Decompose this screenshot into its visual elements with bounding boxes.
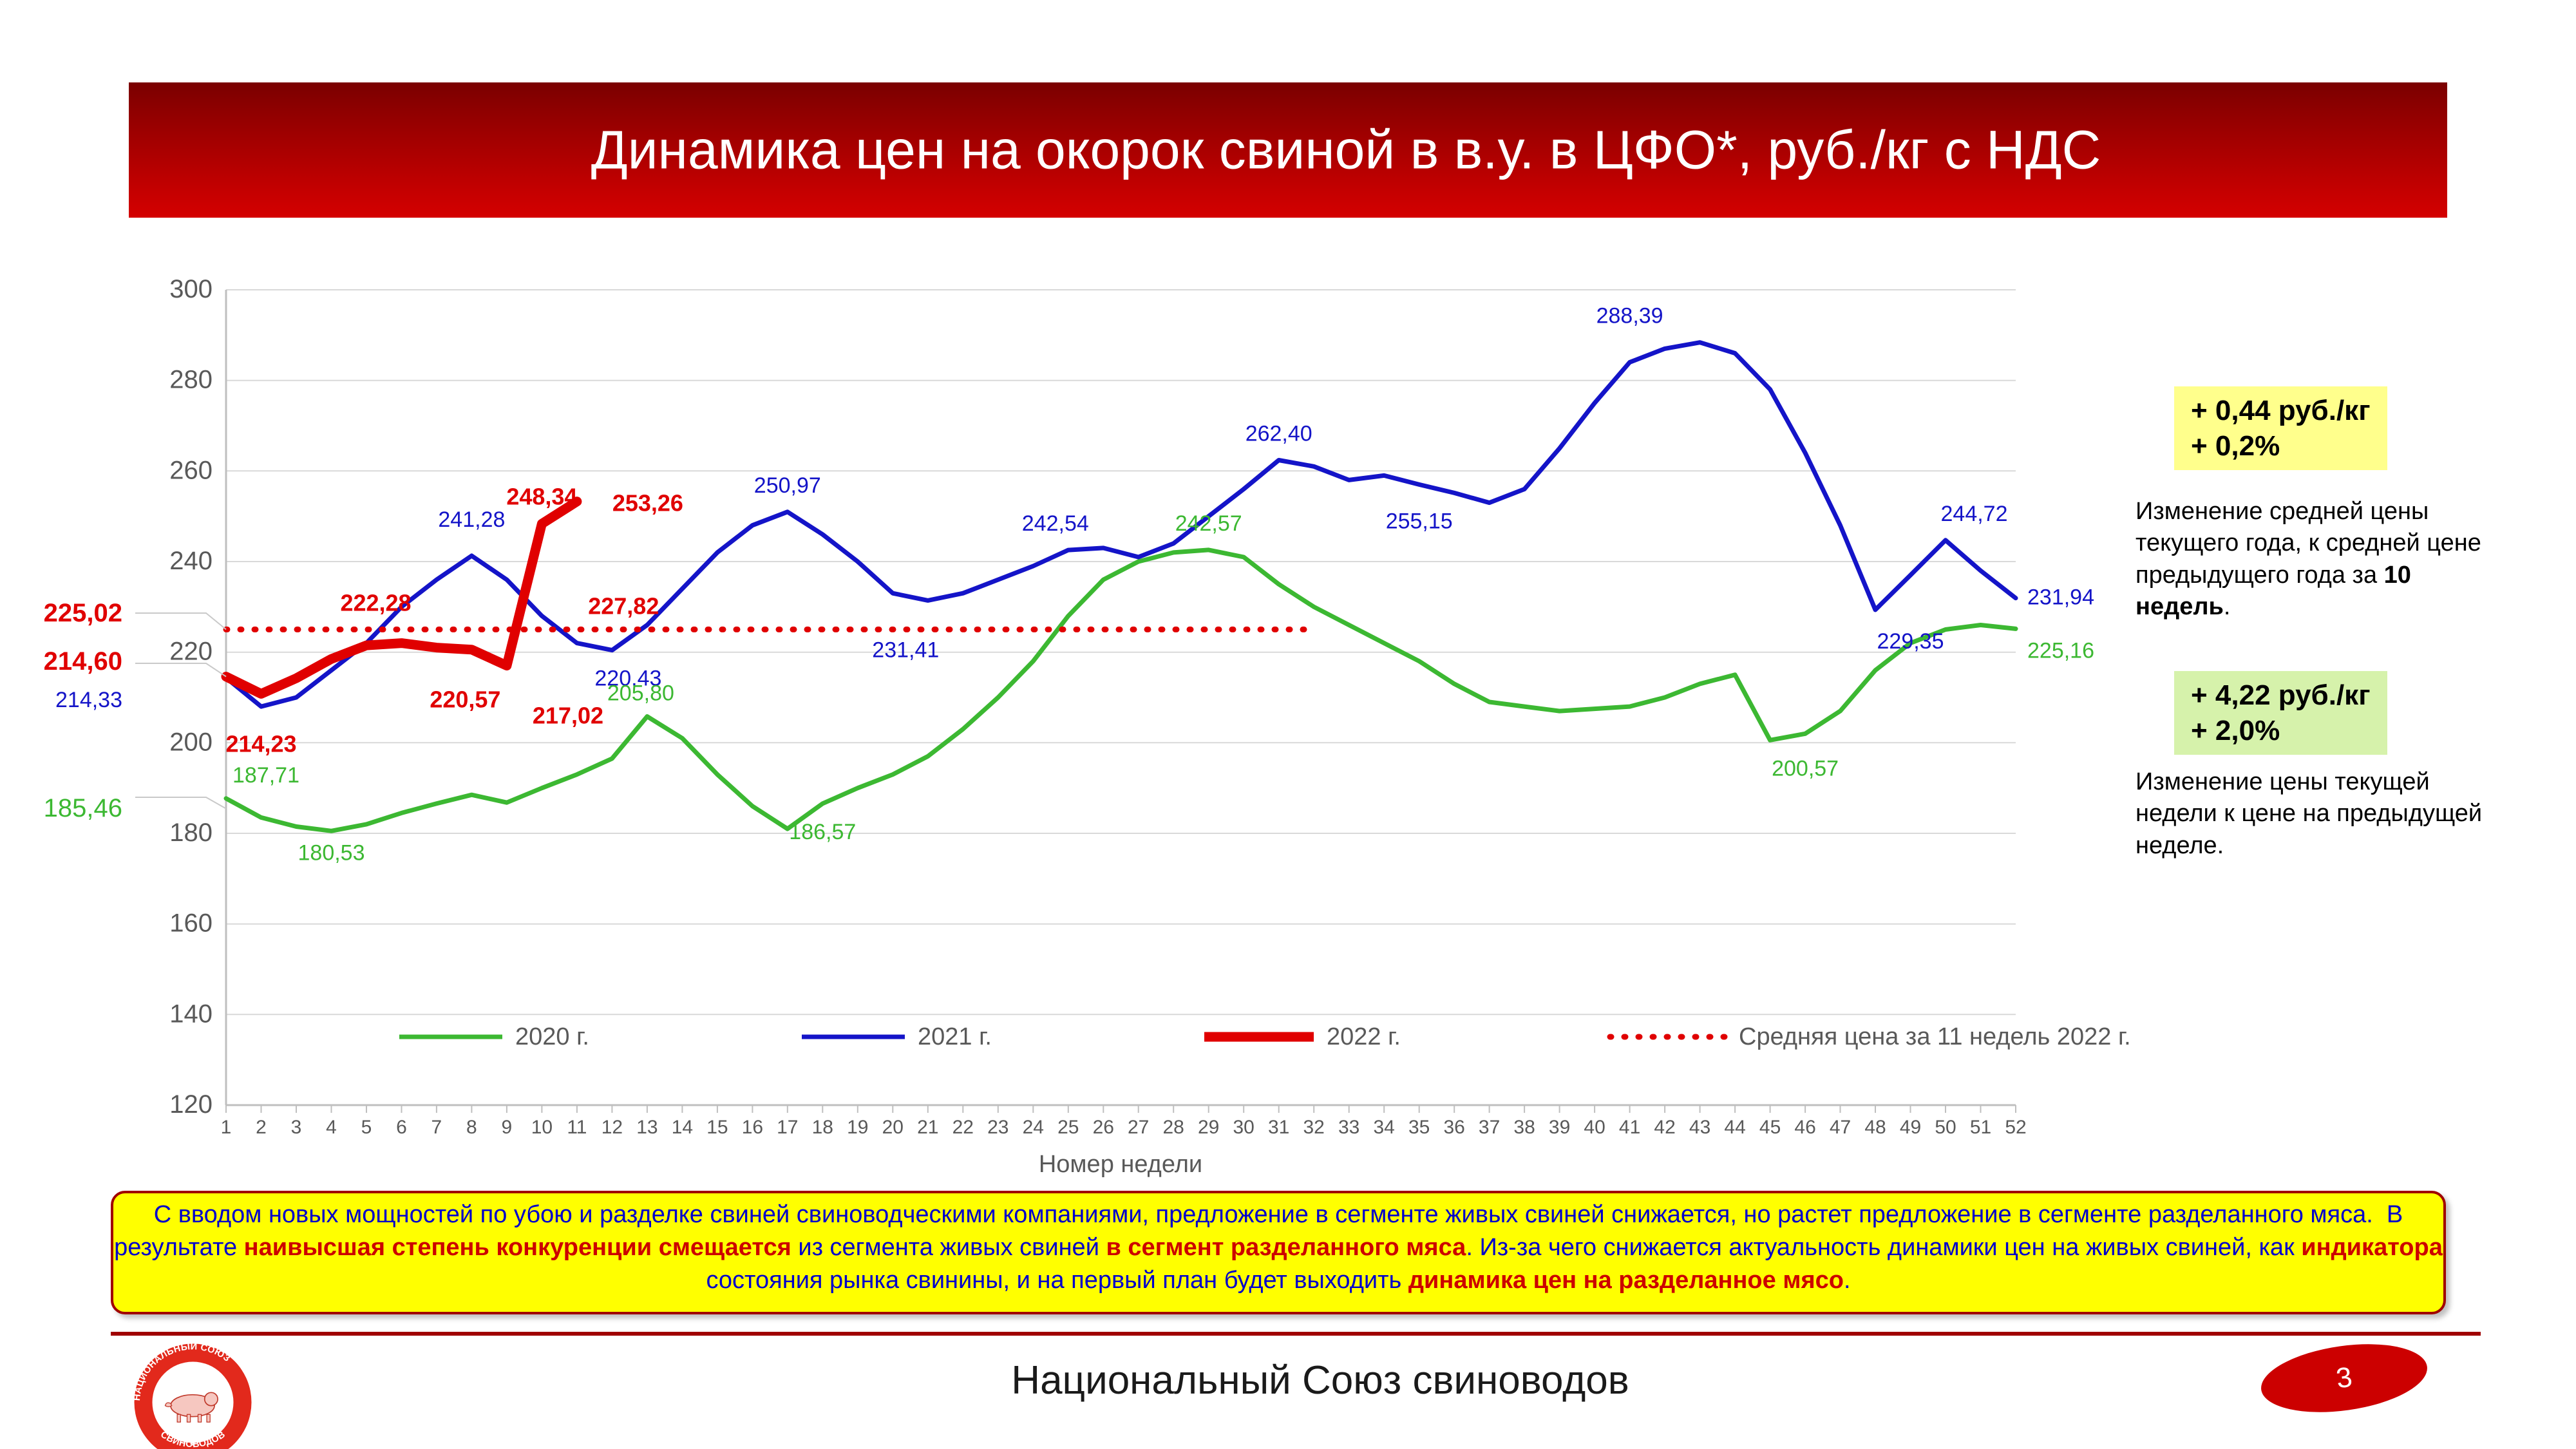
svg-text:262,40: 262,40 bbox=[1245, 422, 1312, 446]
svg-text:13: 13 bbox=[636, 1117, 658, 1138]
svg-text:❄: ❄ bbox=[189, 1437, 197, 1448]
svg-text:242,54: 242,54 bbox=[1022, 511, 1089, 536]
svg-text:260: 260 bbox=[169, 456, 213, 484]
svg-text:244,72: 244,72 bbox=[1941, 502, 2008, 526]
svg-text:31: 31 bbox=[1268, 1117, 1289, 1138]
svg-text:17: 17 bbox=[777, 1117, 798, 1138]
svg-text:34: 34 bbox=[1374, 1117, 1395, 1138]
svg-text:44: 44 bbox=[1724, 1117, 1745, 1138]
svg-text:46: 46 bbox=[1794, 1117, 1815, 1138]
svg-text:21: 21 bbox=[917, 1117, 938, 1138]
svg-text:47: 47 bbox=[1830, 1117, 1851, 1138]
svg-text:231,94: 231,94 bbox=[2027, 585, 2094, 610]
svg-text:48: 48 bbox=[1864, 1117, 1886, 1138]
svg-text:160: 160 bbox=[169, 909, 213, 938]
svg-text:300: 300 bbox=[169, 275, 213, 303]
svg-text:180: 180 bbox=[169, 819, 213, 847]
svg-text:20: 20 bbox=[882, 1117, 904, 1138]
svg-text:222,28: 222,28 bbox=[340, 590, 411, 616]
svg-text:2022 г.: 2022 г. bbox=[1327, 1023, 1401, 1050]
svg-text:280: 280 bbox=[169, 366, 213, 394]
svg-text:45: 45 bbox=[1759, 1117, 1781, 1138]
svg-text:40: 40 bbox=[1584, 1117, 1605, 1138]
svg-text:217,02: 217,02 bbox=[533, 703, 603, 729]
svg-text:120: 120 bbox=[169, 1090, 213, 1119]
svg-text:186,57: 186,57 bbox=[789, 820, 856, 844]
svg-text:33: 33 bbox=[1338, 1117, 1359, 1138]
svg-text:8: 8 bbox=[466, 1117, 477, 1138]
svg-text:242,57: 242,57 bbox=[1175, 511, 1242, 536]
svg-text:140: 140 bbox=[169, 999, 213, 1028]
svg-text:185,46: 185,46 bbox=[44, 794, 122, 822]
svg-text:1: 1 bbox=[221, 1117, 232, 1138]
svg-text:Номер недели: Номер недели bbox=[1039, 1151, 1202, 1178]
svg-text:35: 35 bbox=[1408, 1117, 1430, 1138]
svg-text:22: 22 bbox=[952, 1117, 974, 1138]
svg-text:227,82: 227,82 bbox=[588, 592, 659, 619]
svg-text:180,53: 180,53 bbox=[298, 840, 365, 865]
svg-text:11: 11 bbox=[567, 1117, 587, 1138]
svg-text:18: 18 bbox=[812, 1117, 833, 1138]
svg-text:187,71: 187,71 bbox=[232, 763, 299, 788]
svg-text:225,02: 225,02 bbox=[44, 599, 122, 627]
svg-text:3: 3 bbox=[291, 1117, 302, 1138]
svg-text:2: 2 bbox=[256, 1117, 267, 1138]
svg-text:253,26: 253,26 bbox=[612, 490, 683, 516]
svg-text:250,97: 250,97 bbox=[754, 473, 821, 498]
svg-text:52: 52 bbox=[2005, 1117, 2026, 1138]
svg-text:200: 200 bbox=[169, 728, 213, 756]
svg-text:42: 42 bbox=[1654, 1117, 1675, 1138]
svg-text:225,16: 225,16 bbox=[2027, 638, 2094, 663]
svg-text:4: 4 bbox=[326, 1117, 337, 1138]
svg-text:214,23: 214,23 bbox=[225, 730, 296, 757]
svg-text:49: 49 bbox=[1900, 1117, 1921, 1138]
svg-text:2020 г.: 2020 г. bbox=[515, 1023, 589, 1050]
svg-text:30: 30 bbox=[1233, 1117, 1255, 1138]
svg-text:240: 240 bbox=[169, 547, 213, 575]
svg-text:19: 19 bbox=[847, 1117, 868, 1138]
svg-text:15: 15 bbox=[706, 1117, 728, 1138]
svg-text:248,34: 248,34 bbox=[506, 483, 577, 509]
svg-text:231,41: 231,41 bbox=[872, 638, 939, 662]
svg-text:200,57: 200,57 bbox=[1772, 756, 1839, 781]
svg-text:12: 12 bbox=[601, 1117, 623, 1138]
svg-text:32: 32 bbox=[1303, 1117, 1325, 1138]
svg-text:41: 41 bbox=[1619, 1117, 1640, 1138]
svg-text:2021 г.: 2021 г. bbox=[918, 1023, 992, 1050]
svg-text:38: 38 bbox=[1513, 1117, 1535, 1138]
svg-text:5: 5 bbox=[361, 1117, 372, 1138]
svg-text:9: 9 bbox=[502, 1117, 513, 1138]
svg-text:214,60: 214,60 bbox=[44, 647, 122, 676]
svg-text:7: 7 bbox=[431, 1117, 442, 1138]
svg-text:10: 10 bbox=[531, 1117, 553, 1138]
svg-text:37: 37 bbox=[1479, 1117, 1500, 1138]
svg-text:39: 39 bbox=[1549, 1117, 1570, 1138]
svg-text:28: 28 bbox=[1163, 1117, 1184, 1138]
svg-text:16: 16 bbox=[742, 1117, 763, 1138]
svg-text:255,15: 255,15 bbox=[1386, 509, 1453, 533]
svg-text:26: 26 bbox=[1093, 1117, 1114, 1138]
svg-text:23: 23 bbox=[987, 1117, 1009, 1138]
svg-text:229,35: 229,35 bbox=[1877, 629, 1944, 654]
svg-text:220: 220 bbox=[169, 638, 213, 666]
svg-text:27: 27 bbox=[1128, 1117, 1149, 1138]
svg-text:43: 43 bbox=[1689, 1117, 1710, 1138]
svg-text:51: 51 bbox=[1970, 1117, 1991, 1138]
svg-text:14: 14 bbox=[672, 1117, 693, 1138]
svg-text:220,57: 220,57 bbox=[430, 687, 500, 713]
svg-text:25: 25 bbox=[1057, 1117, 1079, 1138]
svg-text:29: 29 bbox=[1198, 1117, 1219, 1138]
svg-text:214,33: 214,33 bbox=[55, 688, 122, 712]
svg-text:288,39: 288,39 bbox=[1596, 304, 1663, 328]
svg-text:Средняя цена за 11 недель 2022: Средняя цена за 11 недель 2022 г. bbox=[1739, 1023, 2131, 1050]
svg-text:205,80: 205,80 bbox=[607, 681, 674, 706]
svg-text:241,28: 241,28 bbox=[438, 507, 505, 532]
svg-text:6: 6 bbox=[396, 1117, 407, 1138]
svg-text:50: 50 bbox=[1935, 1117, 1956, 1138]
svg-text:36: 36 bbox=[1444, 1117, 1465, 1138]
svg-text:24: 24 bbox=[1023, 1117, 1044, 1138]
